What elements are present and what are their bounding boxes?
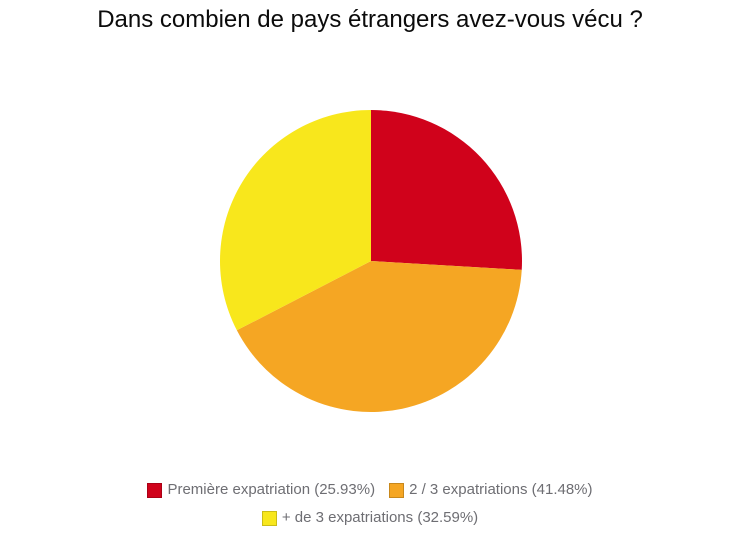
pie-slice-3 <box>220 110 371 331</box>
chart-title: Dans combien de pays étrangers avez-vous… <box>97 6 643 33</box>
legend-label: Première expatriation (25.93%) <box>167 481 376 498</box>
legend-swatch-icon <box>261 510 277 526</box>
pie-chart-area <box>220 110 522 412</box>
legend-item-1: Première expatriation (25.93%) <box>147 482 375 498</box>
legend-swatch-icon <box>389 482 405 498</box>
pie-chart <box>220 110 522 412</box>
chart-legend: Première expatriation (25.93%) 2 / 3 expa… <box>0 482 740 526</box>
chart-legend-items: Première expatriation (25.93%) 2 / 3 expa… <box>120 482 620 526</box>
pie-slice-2 <box>236 261 522 412</box>
legend-item-2: 2 / 3 expatriations (41.48%) <box>389 481 593 498</box>
legend-swatch-icon <box>147 482 163 498</box>
pie-slice-1 <box>371 110 522 270</box>
legend-label: + de 3 expatriations (32.59%) <box>281 509 479 526</box>
legend-item-3: + de 3 expatriations (32.59%) <box>261 509 479 526</box>
legend-label: 2 / 3 expatriations (41.48%) <box>409 481 593 498</box>
